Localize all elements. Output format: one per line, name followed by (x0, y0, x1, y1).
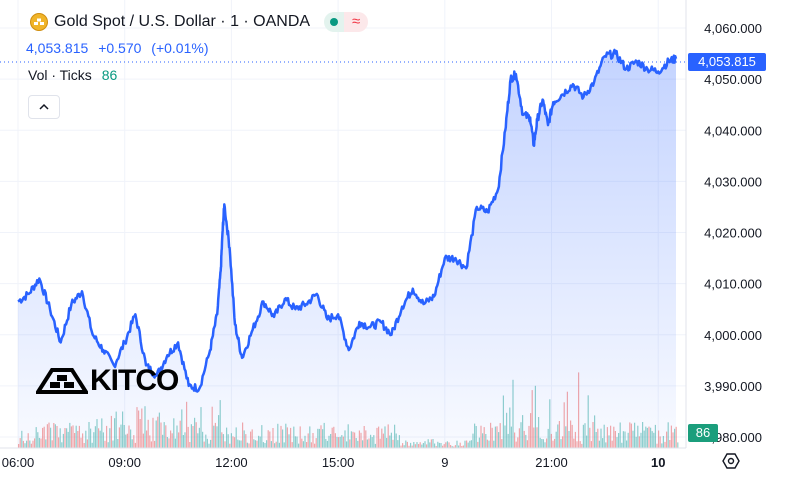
price-axis: 4,060.000 4,050.000 4,040.000 4,030.000 4,02… (704, 21, 762, 445)
delayed-data-icon: ≈ (344, 12, 369, 32)
chart-settings-button[interactable] (721, 452, 741, 470)
time-tick-label: 21:00 (535, 455, 568, 470)
price-tick-label: 4,040.000 (704, 123, 762, 138)
price-tick-label: 3,990.000 (704, 379, 762, 394)
kitco-logo: KITCO (36, 364, 179, 397)
price-tick-label: 4,030.000 (704, 174, 762, 189)
symbol-header: Gold Spot / U.S. Dollar · 1 · OANDA ≈ (30, 12, 369, 32)
chevron-up-icon (39, 103, 49, 110)
time-tick-label: 06:00 (2, 455, 35, 470)
price-line (17, 48, 678, 393)
hexagon-settings-icon (722, 453, 740, 469)
current-volume-tag: 86 (688, 424, 718, 442)
symbol-title[interactable]: Gold Spot / U.S. Dollar · 1 · OANDA (54, 13, 311, 30)
price-change: +0.570 (98, 40, 142, 56)
time-axis: 06:00 09:00 12:00 15:00 9 21:00 10 (2, 455, 666, 470)
kitco-wordmark: KITCO (90, 364, 179, 397)
time-tick-label: 12:00 (215, 455, 248, 470)
kitco-mark-icon (36, 368, 88, 394)
market-open-icon (324, 12, 345, 32)
volume-bar (677, 442, 679, 448)
last-price: 4,053.815 (26, 40, 89, 56)
volume-value: 86 (101, 67, 118, 83)
price-tick-label: 4,050.000 (704, 72, 762, 87)
time-tick-label: 9 (441, 455, 448, 470)
time-tick-label: 15:00 (322, 455, 355, 470)
price-tick-label: 4,010.000 (704, 277, 762, 292)
price-tick-label: 4,060.000 (704, 21, 762, 36)
gold-coin-icon (30, 13, 48, 31)
time-tick-label: 09:00 (108, 455, 141, 470)
volume-legend[interactable]: Vol · Ticks 86 (28, 67, 117, 83)
volume-bar (675, 426, 677, 448)
price-tick-label: 4,000.000 (704, 328, 762, 343)
collapse-legend-button[interactable] (28, 95, 60, 119)
price-change-percent: (+0.01%) (151, 40, 209, 56)
time-tick-label: 10 (651, 455, 665, 470)
market-status-pill[interactable]: ≈ (324, 12, 369, 32)
price-readout: 4,053.815 +0.570 (+0.01%) (26, 40, 215, 56)
volume-label: Vol · Ticks (28, 67, 92, 83)
current-price-tag: 4,053.815 (688, 53, 766, 71)
price-tick-label: 3,980.000 (704, 430, 762, 445)
price-area (18, 49, 676, 449)
price-tick-label: 4,020.000 (704, 226, 762, 241)
